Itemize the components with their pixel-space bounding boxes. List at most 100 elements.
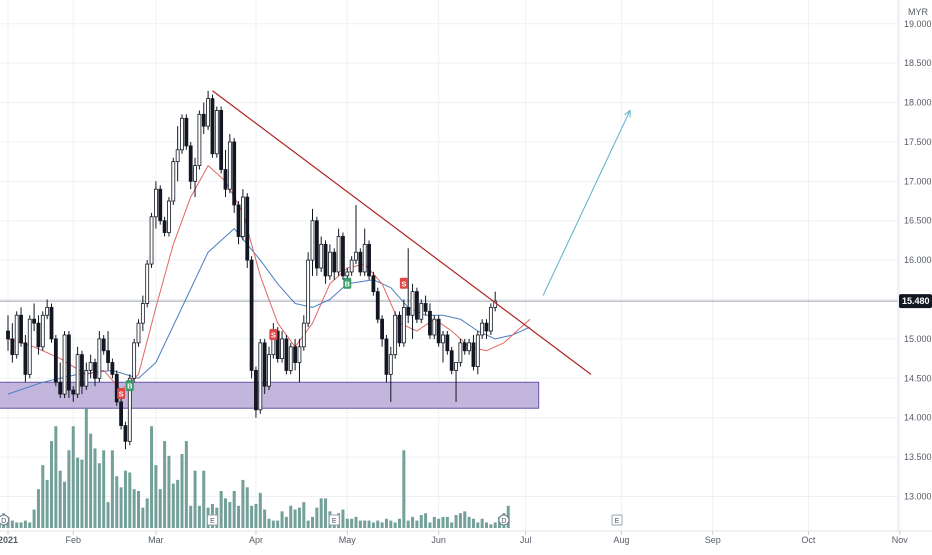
- sell-signal: S: [399, 277, 408, 289]
- candle: [188, 141, 193, 190]
- candle-body: [184, 117, 189, 147]
- candle: [75, 346, 80, 398]
- volume-bar: [398, 518, 401, 528]
- candle: [171, 157, 176, 205]
- candle-body: [71, 389, 76, 395]
- volume-bar: [110, 450, 114, 528]
- volume-bar: [441, 516, 445, 528]
- volume-bar: [150, 426, 154, 528]
- candle: [167, 197, 171, 237]
- candle-body: [158, 188, 163, 222]
- candle: [132, 338, 137, 383]
- candle: [114, 370, 119, 406]
- volume-bar: [171, 483, 175, 528]
- volume-bar: [411, 516, 415, 528]
- candle-body: [140, 303, 145, 324]
- event-marker-shape: [0, 514, 10, 526]
- candle: [27, 315, 32, 379]
- time-axis[interactable]: Dec2021FebMarAprMayJunJulAugSepOctNovDec: [0, 531, 932, 545]
- volume-bar: [450, 522, 454, 528]
- currency-label: MYR: [908, 7, 929, 17]
- candle: [354, 204, 358, 265]
- volume-bar: [371, 522, 375, 528]
- candle: [232, 138, 237, 213]
- price-tick-label: 16.500: [904, 216, 932, 226]
- candle: [432, 315, 437, 339]
- candle-body: [323, 243, 328, 277]
- earnings-marker[interactable]: E: [206, 514, 218, 526]
- volume-bar: [97, 463, 101, 528]
- candle: [297, 338, 302, 383]
- volume-bar: [228, 502, 232, 528]
- buy-signal-label: B: [127, 382, 133, 391]
- volume-bar: [89, 433, 93, 528]
- candle-body: [432, 318, 437, 336]
- candle-body: [471, 342, 476, 367]
- candle-body: [358, 251, 363, 273]
- dividend-marker[interactable]: D: [498, 514, 510, 526]
- candle: [197, 110, 202, 170]
- candle-body: [297, 346, 302, 363]
- candle-body: [362, 243, 367, 273]
- volume-bar: [180, 454, 184, 528]
- candle-body: [223, 169, 228, 190]
- volume-bar: [50, 441, 53, 528]
- volume-bar: [315, 507, 319, 528]
- candle: [210, 94, 215, 158]
- dividend-marker[interactable]: D: [0, 514, 10, 526]
- price-tick-label: 19.000: [904, 19, 932, 29]
- candle: [475, 331, 480, 375]
- volume-bar: [63, 481, 67, 528]
- candle: [441, 331, 445, 363]
- candle: [397, 311, 402, 347]
- time-tick-label: Nov: [892, 535, 909, 545]
- candle-body: [88, 362, 93, 371]
- volume-bar: [471, 518, 475, 528]
- volume-bar: [102, 450, 106, 528]
- candle: [184, 114, 189, 150]
- candle-body: [475, 334, 480, 367]
- volume-bar: [158, 489, 162, 528]
- volume-bar: [32, 509, 36, 528]
- candle-body: [254, 370, 258, 411]
- event-marker-shape: [498, 514, 510, 526]
- candle-body: [467, 342, 472, 352]
- candle-body: [40, 314, 45, 348]
- volume-bar: [367, 520, 371, 528]
- volume-bar: [380, 522, 384, 528]
- event-marker-label: E: [615, 518, 620, 525]
- candle-body: [284, 338, 289, 371]
- candle: [375, 287, 380, 324]
- candle-body: [197, 113, 202, 166]
- candle: [393, 311, 398, 359]
- earnings-marker[interactable]: E: [328, 514, 340, 526]
- candle: [362, 228, 367, 276]
- volume-bar: [258, 492, 262, 528]
- candle: [388, 346, 393, 402]
- last-price-badge: 15.480: [899, 294, 932, 309]
- candle: [149, 212, 154, 268]
- candle: [80, 350, 84, 395]
- volume-bar: [280, 511, 284, 528]
- volume-bar: [293, 509, 297, 528]
- candle: [227, 134, 232, 194]
- candle-body: [162, 220, 167, 233]
- projection-arrow-line[interactable]: [542, 110, 631, 296]
- candle: [445, 331, 450, 355]
- downtrend-line[interactable]: [212, 90, 592, 375]
- candle-body: [210, 98, 215, 155]
- earnings-marker[interactable]: E: [611, 514, 623, 526]
- candle: [245, 193, 250, 268]
- volume-bar: [345, 518, 349, 528]
- volume-bar: [445, 516, 449, 528]
- candle-body: [171, 161, 176, 202]
- candle: [71, 386, 76, 402]
- candle: [458, 338, 463, 367]
- volume-bar: [284, 516, 288, 528]
- drawings[interactable]: [212, 90, 631, 375]
- candle: [332, 248, 337, 280]
- volume-bar: [406, 520, 410, 528]
